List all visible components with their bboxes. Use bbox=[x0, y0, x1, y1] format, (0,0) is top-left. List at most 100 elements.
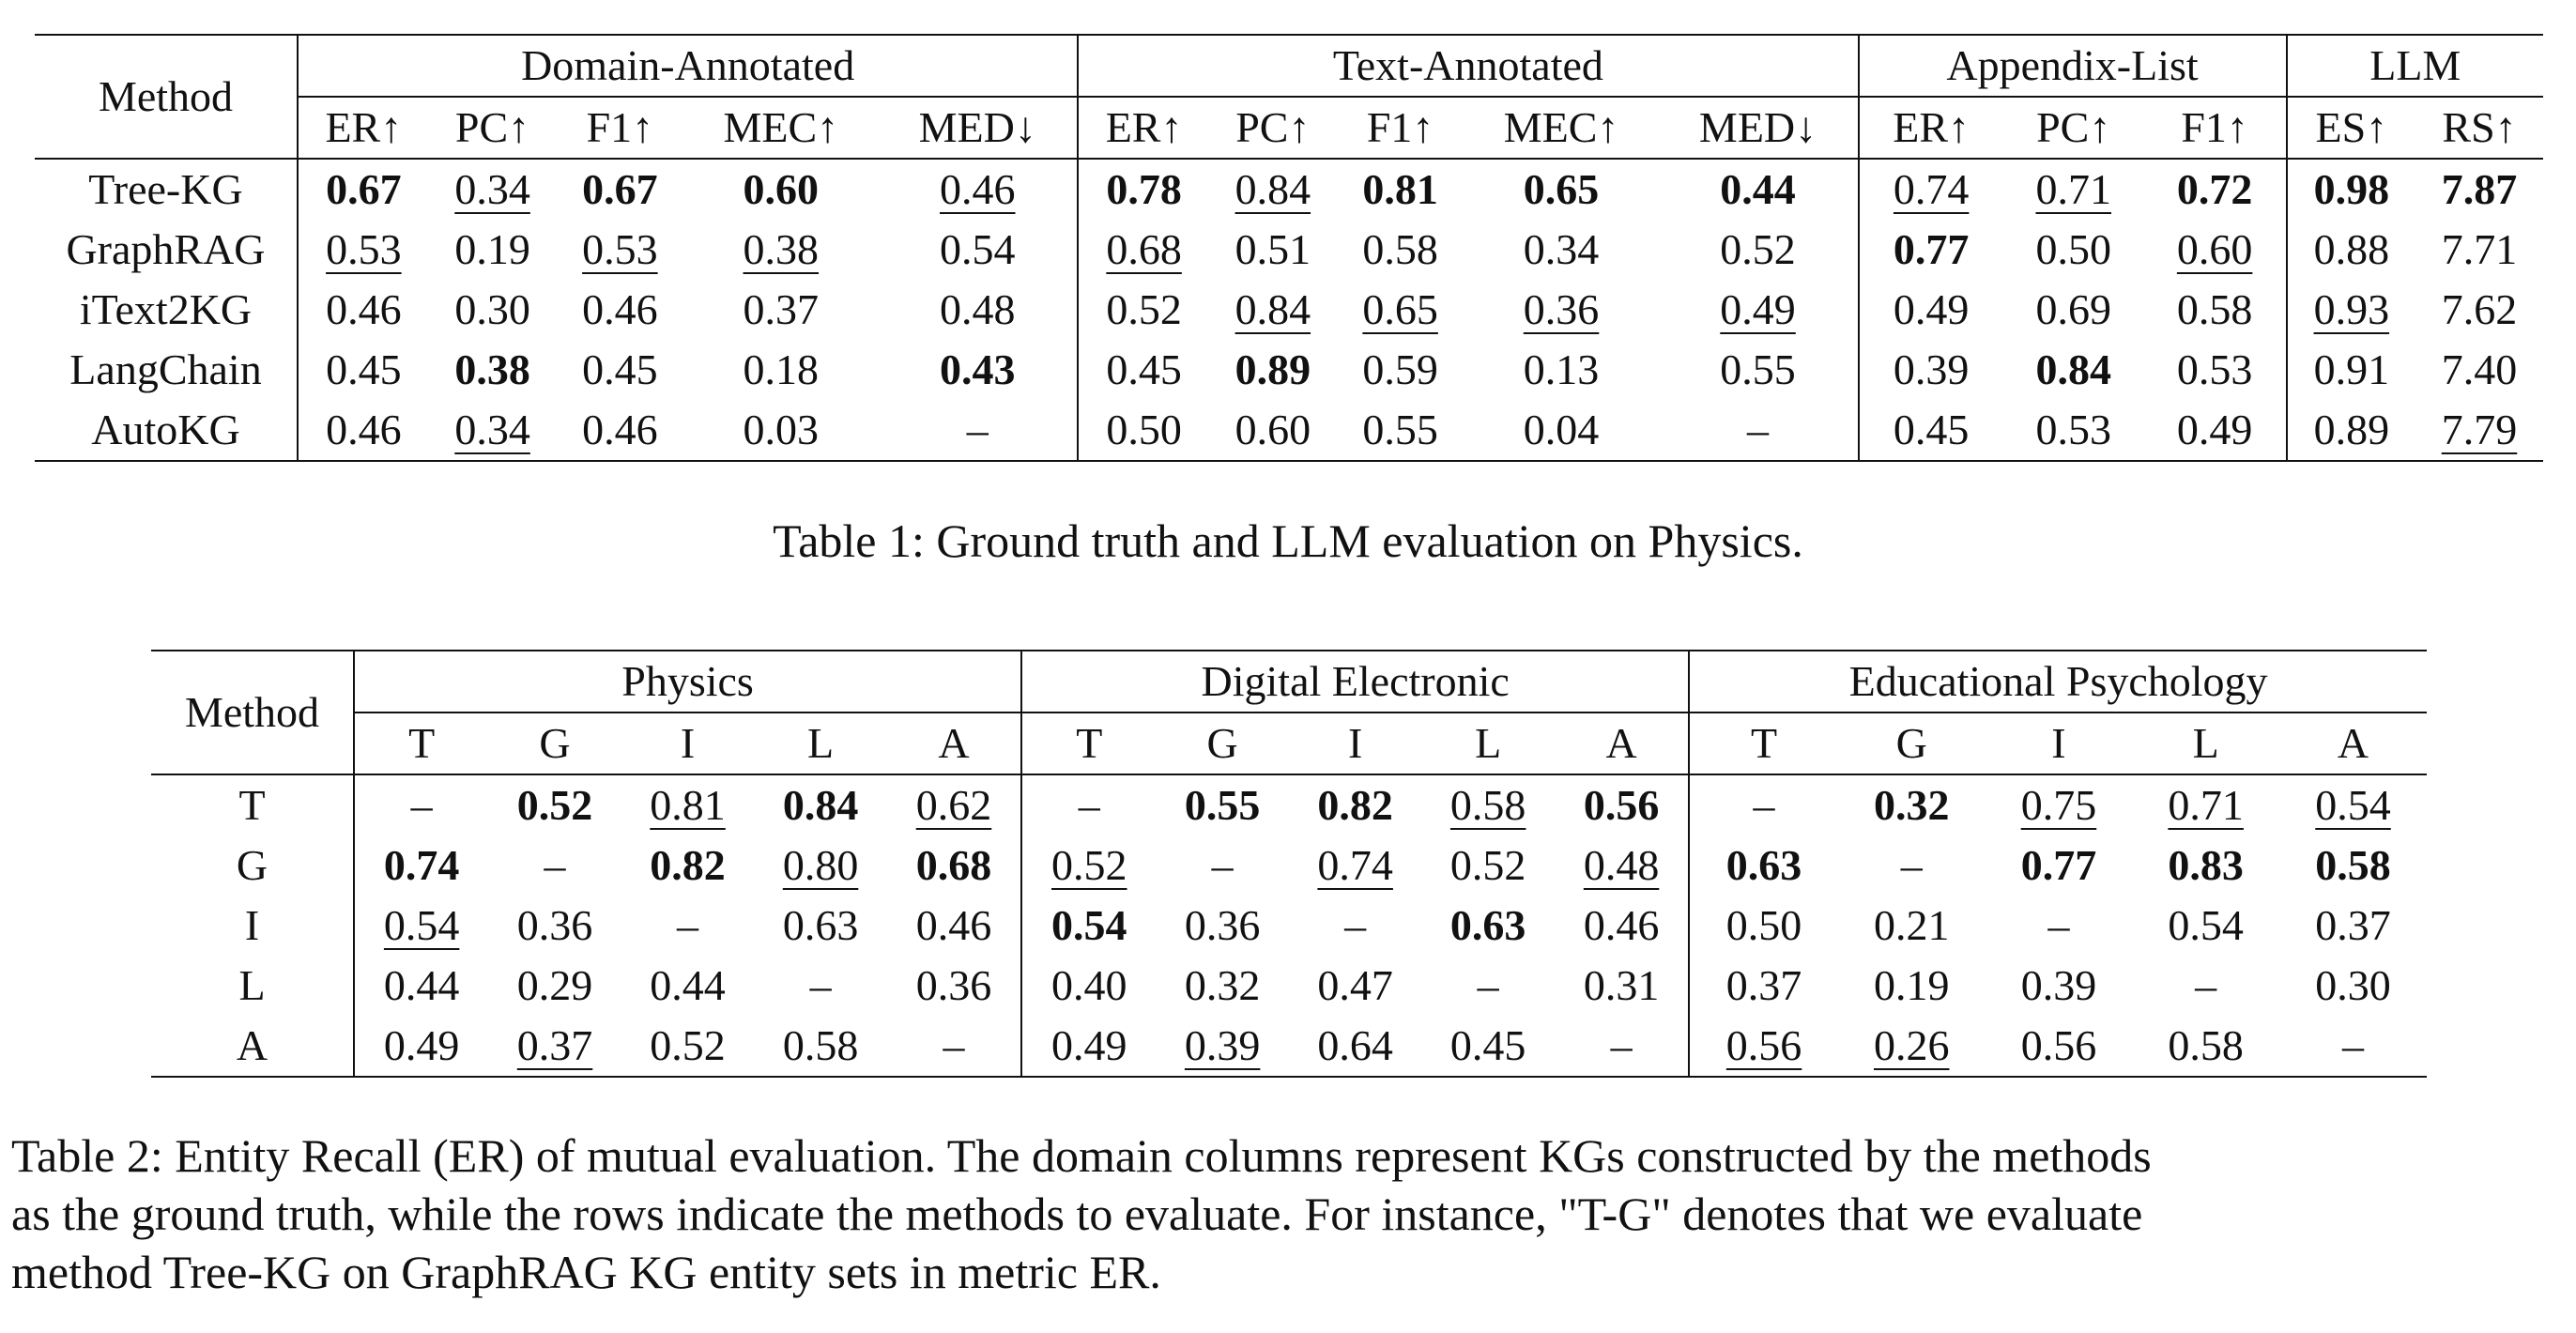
table-cell: 0.54 bbox=[383, 901, 460, 949]
group-header-educational-psychology: Educational Psychology bbox=[1689, 651, 2427, 713]
table-cell: – bbox=[886, 1016, 1023, 1077]
table-cell: 0.45 bbox=[326, 345, 402, 393]
row-method: AutoKG bbox=[35, 400, 299, 461]
table-cell: 0.58 bbox=[1449, 781, 1526, 829]
table-cell: 7.87 bbox=[2441, 165, 2518, 213]
table-cell: 0.49 bbox=[383, 1021, 460, 1069]
table-cell: 0.52 bbox=[516, 781, 593, 829]
table-cell: 0.52 bbox=[1106, 285, 1182, 333]
group-header-digital-electronic: Digital Electronic bbox=[1021, 651, 1691, 713]
row-method: G bbox=[151, 835, 355, 896]
subheader: ER↑ bbox=[325, 103, 403, 151]
table-cell: 0.63 bbox=[1725, 841, 1802, 889]
subheader: A bbox=[1554, 712, 1691, 774]
method-header: Method bbox=[35, 35, 299, 159]
table-cell: 0.45 bbox=[1106, 345, 1182, 393]
table-cell: 0.62 bbox=[886, 774, 1023, 835]
table-row: G 0.74 – 0.82 0.80 0.68 0.52 – 0.74 0.52… bbox=[151, 835, 2427, 896]
table-row: LangChain 0.45 0.38 0.45 0.18 0.43 0.45 … bbox=[35, 340, 2543, 400]
table-cell: 0.21 bbox=[1873, 901, 1950, 949]
table-cell: 0.68 bbox=[886, 835, 1023, 896]
table-cell: – bbox=[1344, 901, 1367, 949]
table-cell: 0.56 bbox=[2020, 1021, 2097, 1069]
table-cell: 0.59 bbox=[1362, 345, 1438, 393]
subheader: ER↑ bbox=[1105, 103, 1183, 151]
subheader: RS↑ bbox=[2442, 103, 2517, 151]
subheader: G bbox=[539, 719, 571, 767]
table-cell: 0.88 bbox=[2313, 225, 2390, 273]
table-cell: 0.63 bbox=[1449, 901, 1526, 949]
table-cell: 0.34 bbox=[454, 406, 530, 453]
table-cell: 0.60 bbox=[1234, 406, 1311, 453]
table-cell: 0.65 bbox=[1362, 285, 1438, 333]
table-cell: 0.71 bbox=[2035, 165, 2111, 213]
table-row: I 0.54 0.36 – 0.63 0.46 0.54 0.36 – 0.63… bbox=[151, 896, 2427, 956]
table-cell: 0.75 bbox=[2020, 781, 2097, 829]
table-cell: 0.34 bbox=[454, 165, 530, 213]
table-row: L 0.44 0.29 0.44 – 0.36 0.40 0.32 0.47 –… bbox=[151, 956, 2427, 1016]
table-cell: 0.78 bbox=[1106, 165, 1182, 213]
table-cell: 0.26 bbox=[1873, 1021, 1950, 1069]
table-cell: 0.39 bbox=[1184, 1021, 1261, 1069]
table-cell: 0.46 bbox=[582, 285, 658, 333]
table-cell: 0.63 bbox=[782, 901, 859, 949]
subheader: L bbox=[807, 719, 835, 767]
table-cell: 0.72 bbox=[2143, 159, 2288, 220]
subheader: T bbox=[1076, 719, 1103, 767]
caption-line: as the ground truth, while the rows indi… bbox=[11, 1187, 2143, 1240]
table-cell: 0.46 bbox=[326, 285, 402, 333]
subheader: G bbox=[1895, 719, 1927, 767]
table-cell: 0.45 bbox=[582, 345, 658, 393]
subheader: T bbox=[1750, 719, 1778, 767]
table-cell: 0.58 bbox=[2315, 841, 2391, 889]
table-cell: 0.31 bbox=[1554, 956, 1691, 1016]
table-cell: 0.98 bbox=[2313, 165, 2390, 213]
table-cell: 7.62 bbox=[2441, 285, 2518, 333]
table-cell: – bbox=[2195, 961, 2217, 1009]
table-cell: 0.48 bbox=[1554, 835, 1691, 896]
table-row: GraphRAG 0.53 0.19 0.53 0.38 0.54 0.68 0… bbox=[35, 220, 2543, 280]
table-cell: 0.18 bbox=[743, 345, 820, 393]
subheader: A bbox=[886, 712, 1023, 774]
table-cell: 0.93 bbox=[2313, 285, 2390, 333]
table-row: T – 0.52 0.81 0.84 0.62 – 0.55 0.82 0.58… bbox=[151, 774, 2427, 835]
table-cell: 0.29 bbox=[516, 961, 593, 1009]
table-cell: 0.46 bbox=[1554, 896, 1691, 956]
table-cell: 0.43 bbox=[878, 340, 1080, 400]
table-cell: 0.58 bbox=[2143, 280, 2288, 340]
table-cell: 0.54 bbox=[2315, 781, 2391, 829]
table-cell: 0.30 bbox=[2315, 961, 2391, 1009]
subheader: F1↑ bbox=[1366, 103, 1434, 151]
table-cell: 0.54 bbox=[2168, 901, 2244, 949]
table-cell: 0.52 bbox=[1449, 841, 1526, 889]
table-row: Tree-KG 0.67 0.34 0.67 0.60 0.46 0.78 0.… bbox=[35, 159, 2543, 220]
table-cell: – bbox=[2342, 1021, 2365, 1069]
table-cell: 0.39 bbox=[2020, 961, 2097, 1009]
subheader: I bbox=[680, 719, 696, 767]
table-cell: 0.32 bbox=[1873, 781, 1950, 829]
subheader: T bbox=[408, 719, 436, 767]
table-cell: 0.49 bbox=[1051, 1021, 1127, 1069]
table-cell: – bbox=[1658, 400, 1860, 461]
table-cell: 0.50 bbox=[2035, 225, 2111, 273]
table-cell: 0.80 bbox=[782, 841, 859, 889]
table-cell: 0.91 bbox=[2313, 345, 2390, 393]
table-cell: 0.38 bbox=[454, 345, 530, 393]
subheader: I bbox=[1348, 719, 1363, 767]
table-cell: 0.55 bbox=[1362, 406, 1438, 453]
table-cell: 0.58 bbox=[1362, 225, 1438, 273]
table-cell: 0.84 bbox=[782, 781, 859, 829]
subheader: I bbox=[2051, 719, 2066, 767]
table-cell: 0.36 bbox=[1523, 285, 1600, 333]
group-header-text-annotated: Text-Annotated bbox=[1078, 35, 1860, 98]
table-cell: 0.37 bbox=[2315, 901, 2391, 949]
table-1: Method Domain-Annotated Text-Annotated A… bbox=[35, 34, 2543, 462]
table-cell: 0.69 bbox=[2035, 285, 2111, 333]
subheader: MEC↑ bbox=[1503, 103, 1619, 151]
table-cell: 0.53 bbox=[326, 225, 402, 273]
table-2-caption: Table 2: Entity Recall (ER) of mutual ev… bbox=[11, 1126, 2565, 1301]
table-cell: – bbox=[1211, 841, 1234, 889]
table-cell: 0.34 bbox=[1523, 225, 1600, 273]
table-cell: 0.55 bbox=[1184, 781, 1261, 829]
table-cell: 0.74 bbox=[383, 841, 460, 889]
